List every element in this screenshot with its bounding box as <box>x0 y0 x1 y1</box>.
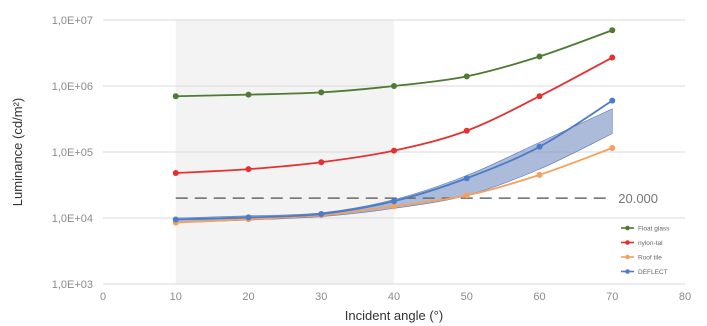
x-tick-label: 20 <box>242 291 254 303</box>
x-tick-label: 60 <box>533 291 545 303</box>
y-axis-label: Luminance (cd/m²) <box>10 98 25 206</box>
x-axis-ticks: 0 10 20 30 40 50 60 70 80 <box>100 291 691 303</box>
reference-line-label: 20.000 <box>618 191 658 206</box>
x-tick-label: 50 <box>461 291 473 303</box>
y-tick-label: 1,0E+04 <box>52 213 93 225</box>
y-tick-label: 1,0E+03 <box>52 279 93 291</box>
data-point <box>172 93 179 100</box>
data-point <box>318 159 325 166</box>
data-point <box>463 192 470 199</box>
data-point <box>391 83 397 89</box>
legend-entry-label: nylon-tal <box>638 240 663 247</box>
data-point <box>536 93 543 100</box>
legend: Float glass nylon-tal Roof tile DEFLECT <box>621 225 670 276</box>
data-point <box>536 171 543 178</box>
x-axis-label: Incident angle (°) <box>345 308 443 323</box>
data-point <box>609 54 616 61</box>
data-point <box>172 216 179 223</box>
data-point <box>536 143 543 150</box>
x-tick-label: 30 <box>315 291 327 303</box>
y-tick-label: 1,0E+07 <box>52 15 93 27</box>
data-point <box>609 27 616 34</box>
legend-swatch-marker <box>625 225 630 231</box>
legend-swatch-marker <box>625 254 630 260</box>
data-point <box>245 166 252 173</box>
data-point <box>318 89 325 96</box>
legend-entry-label: Roof tile <box>638 254 662 261</box>
x-tick-label: 10 <box>170 291 182 303</box>
series-lines <box>172 27 616 226</box>
data-point <box>463 175 470 182</box>
legend-entry-label: Float glass <box>638 225 670 232</box>
x-tick-label: 70 <box>606 291 618 303</box>
x-tick-label: 40 <box>388 291 400 303</box>
data-point <box>609 97 616 104</box>
data-point <box>536 53 543 60</box>
legend-entry-label: DEFLECT <box>638 269 668 276</box>
data-point <box>463 127 470 134</box>
y-tick-label: 1,0E+05 <box>52 147 93 159</box>
data-point <box>391 147 397 154</box>
y-tick-label: 1,0E+06 <box>52 81 93 93</box>
data-point <box>609 144 616 151</box>
data-point <box>318 210 325 217</box>
x-tick-label: 80 <box>679 291 691 303</box>
data-point <box>245 91 252 98</box>
data-point <box>391 198 397 205</box>
data-point <box>245 214 252 221</box>
legend-swatch-marker <box>625 269 630 274</box>
x-tick-label: 0 <box>100 291 106 303</box>
y-axis-ticks: 1,0E+03 1,0E+04 1,0E+05 1,0E+06 1,0E+07 <box>52 15 93 291</box>
data-point <box>172 170 179 177</box>
data-point <box>463 73 470 80</box>
legend-swatch-marker <box>625 240 630 245</box>
data-point <box>391 203 397 210</box>
